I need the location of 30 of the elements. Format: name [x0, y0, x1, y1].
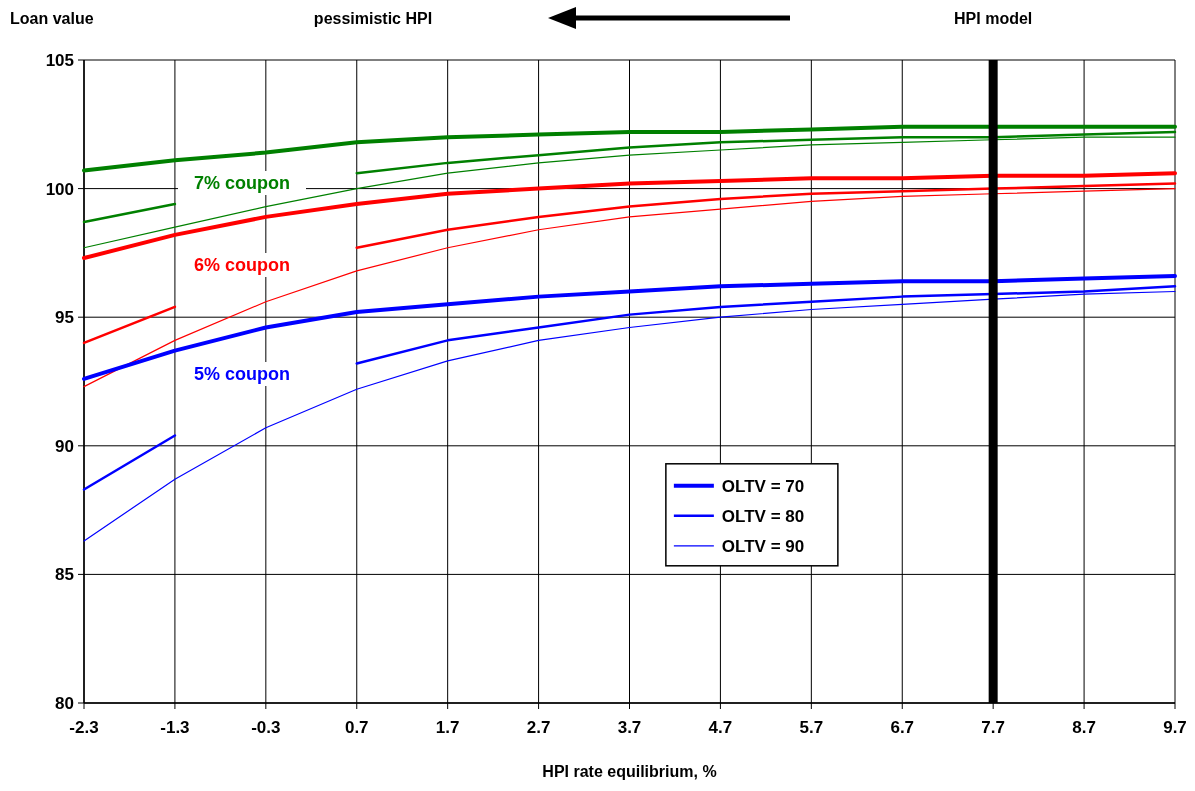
y-tick-label: 95: [55, 308, 74, 328]
legend-label: OLTV = 80: [721, 506, 805, 526]
ref-line-label: HPI model: [954, 10, 1033, 27]
x-tick-label: -1.3: [160, 718, 190, 737]
x-tick-label: -0.3: [251, 718, 281, 737]
legend-label: OLTV = 70: [721, 476, 805, 496]
line-series: [82, 124, 1177, 173]
y-tick-label: 105: [45, 50, 74, 70]
chart-title: pessimistic HPI: [313, 10, 433, 27]
y-axis-title: Loan value: [10, 10, 94, 27]
x-tick-label: 7.7: [981, 718, 1005, 737]
annotation: 7% coupon: [193, 173, 291, 194]
x-tick-label: 9.7: [1163, 718, 1187, 737]
x-tick-label: 8.7: [1072, 718, 1096, 737]
annotation: 6% coupon: [193, 255, 291, 276]
x-tick-label: -2.3: [69, 718, 99, 737]
annotation: 5% coupon: [193, 364, 291, 385]
y-tick-label: 90: [55, 436, 74, 456]
legend-label: OLTV = 90: [721, 536, 805, 556]
x-tick-label: 4.7: [708, 718, 733, 737]
x-tick-label: 1.7: [435, 718, 460, 737]
x-axis-title: HPI rate equilibrium, %: [542, 763, 717, 780]
x-tick-label: 3.7: [617, 718, 642, 737]
x-tick-label: 5.7: [799, 718, 824, 737]
y-tick-label: 80: [55, 693, 74, 713]
y-tick-label: 100: [45, 179, 74, 199]
x-tick-label: 2.7: [526, 718, 551, 737]
x-tick-label: 0.7: [344, 718, 369, 737]
x-tick-label: 6.7: [890, 718, 915, 737]
y-tick-label: 85: [55, 565, 74, 585]
